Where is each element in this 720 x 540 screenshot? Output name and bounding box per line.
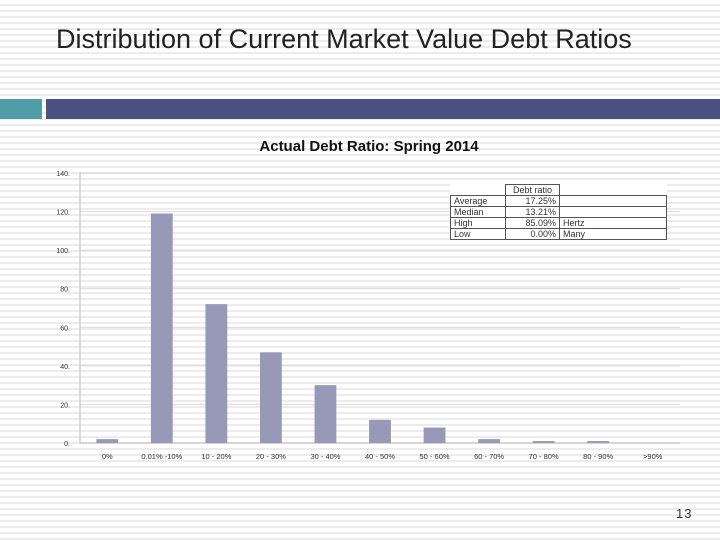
- page-number: 13: [676, 506, 693, 521]
- x-tick-label: 30 - 40%: [310, 452, 340, 461]
- stats-table-row: High 85.09% Hertz: [450, 217, 667, 229]
- stats-note-high: Hertz: [559, 217, 667, 229]
- y-tick-label: 120.: [56, 210, 70, 217]
- bar-chart: 0. 20. 40. 60. 80. 100. 120. 140. 0% 0.01% -10% 10…: [56, 171, 680, 461]
- bar: [96, 439, 119, 443]
- stats-table-header-row: Debt ratio: [450, 184, 667, 196]
- x-tick-label: 10 - 20%: [201, 452, 231, 461]
- stats-value-median: 13.21%: [505, 206, 560, 218]
- bar: [150, 213, 173, 443]
- stats-note-median: [559, 206, 667, 218]
- chart-title: Actual Debt Ratio: Spring 2014: [259, 138, 479, 155]
- x-tick-label: 60 - 70%: [474, 452, 504, 461]
- stats-table-row: Low 0.00% Many: [450, 228, 667, 240]
- bar: [260, 352, 282, 443]
- stats-table-corner: [450, 184, 506, 196]
- bar: [423, 427, 446, 443]
- chart-area: 0. 20. 40. 60. 80. 100. 120. 140. 0% 0.01% -10% 10…: [44, 128, 694, 468]
- stats-value-average: 17.25%: [505, 195, 560, 207]
- bar: [369, 419, 391, 443]
- x-tick-label: 40 - 50%: [365, 452, 395, 461]
- stats-value-low: 0.00%: [505, 228, 560, 240]
- title-bar: [46, 99, 720, 119]
- bar: [314, 385, 337, 443]
- slide-title: Distribution of Current Market Value Deb…: [56, 24, 632, 54]
- bar: [478, 439, 500, 443]
- y-tick-label: 0.: [64, 441, 70, 448]
- stats-table: Debt ratio Average 17.25% Median 13.21% …: [450, 184, 667, 240]
- stats-label-average: Average: [450, 195, 506, 207]
- stats-value-high: 85.09%: [505, 217, 560, 229]
- y-tick-label: 100.: [56, 248, 70, 255]
- title-bar-accent: [0, 99, 42, 119]
- stats-table-row: Median 13.21%: [450, 206, 667, 218]
- x-tick-label: 0%: [102, 452, 113, 461]
- x-tick-label: 20 - 30%: [256, 452, 286, 461]
- y-tick-label: 60.: [60, 325, 70, 332]
- stats-table-header: Debt ratio: [505, 184, 560, 196]
- x-tick-label: 0.01% -10%: [141, 452, 182, 461]
- stats-label-high: High: [450, 217, 506, 229]
- stats-note-average: [559, 195, 667, 207]
- stats-label-low: Low: [450, 228, 506, 240]
- x-tick-label: 50 - 60%: [420, 452, 450, 461]
- bar: [205, 304, 228, 443]
- stats-note-low: Many: [559, 228, 667, 240]
- x-tick-label: 70 - 80%: [529, 452, 559, 461]
- bar: [532, 441, 555, 443]
- x-tick-label: 80 - 90%: [583, 452, 613, 461]
- y-tick-label: 140.: [56, 171, 70, 178]
- y-tick-label: 80.: [60, 287, 70, 294]
- bar: [587, 441, 610, 443]
- stats-table-row: Average 17.25%: [450, 195, 667, 207]
- x-tick-label: >90%: [643, 452, 663, 461]
- stats-label-median: Median: [450, 206, 506, 218]
- y-tick-label: 20.: [60, 402, 70, 409]
- stats-table-header-empty: [560, 185, 667, 196]
- y-tick-label: 40.: [60, 364, 70, 371]
